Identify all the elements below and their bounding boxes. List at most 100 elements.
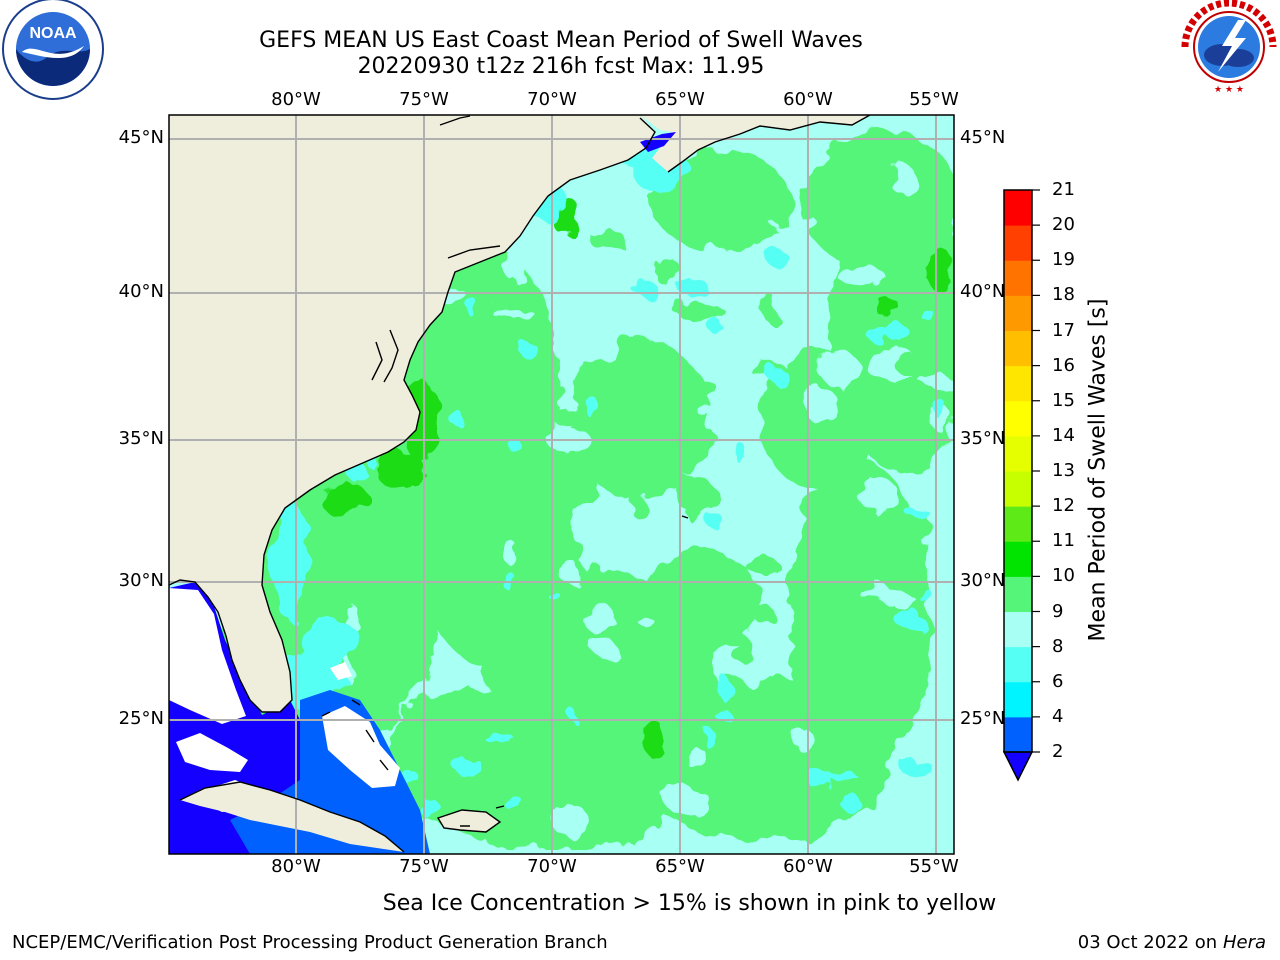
colorbar <box>1002 189 1040 782</box>
swell-patch <box>518 707 532 745</box>
swell-patch <box>683 374 713 397</box>
swell-6-8s-patch <box>702 729 718 748</box>
swell-patch <box>665 787 710 816</box>
swell-patch <box>702 210 733 242</box>
swell-11-12s-patch <box>873 295 897 315</box>
land-hispaniola <box>438 810 500 832</box>
swell-patch <box>802 385 837 423</box>
swell-patch <box>505 250 528 283</box>
swell-10-11s-area <box>570 340 710 500</box>
swell-6-8s-patch <box>582 393 597 415</box>
noaa-logo-text: NOAA <box>29 25 77 42</box>
colorbar-segment <box>1004 681 1032 718</box>
colorbar-tick-label: 17 <box>1052 319 1075 341</box>
swell-6-8s-patch <box>468 298 479 319</box>
swell-6-8s-patch <box>805 770 835 788</box>
swell-patch <box>545 385 568 403</box>
colorbar-segment <box>1004 471 1032 507</box>
swell-6-8s-patch <box>483 731 513 743</box>
swell-6-8s-patch <box>706 513 724 530</box>
swell-patch <box>593 325 617 359</box>
nws-stars: ★ ★ ★ <box>1214 85 1244 95</box>
colorbar-tick-label: 2 <box>1052 741 1064 762</box>
colorbar-tick-label: 18 <box>1052 284 1075 306</box>
lat-label-right-25n: 25°N <box>960 708 1006 729</box>
colorbar-segment <box>1004 506 1032 542</box>
coastlines <box>169 115 871 853</box>
swell-patch <box>397 589 419 626</box>
swell-patch <box>426 653 466 678</box>
swell-10-11s-area <box>790 460 930 780</box>
lon-label-bottom-65w: 65°W <box>655 856 705 877</box>
swell-patch <box>917 372 951 385</box>
colorbar-segment <box>1004 611 1032 648</box>
lat-label-right-45n: 45°N <box>960 127 1006 148</box>
swell-patch <box>910 512 928 539</box>
swell-6-8s-patch <box>905 506 929 518</box>
swell-patch <box>732 634 752 665</box>
lat-label-left-30n: 30°N <box>118 570 164 591</box>
swell-patch <box>560 559 579 585</box>
swell-6-8s-patch <box>448 408 462 426</box>
swell-6-8s-patch <box>521 342 539 361</box>
swell-patch <box>629 493 645 517</box>
swell-6-8s-patch <box>766 365 785 383</box>
swell-patch <box>686 508 702 523</box>
swell-patch <box>696 404 717 416</box>
lon-label-top-75w: 75°W <box>399 89 449 110</box>
bay-of-fundy <box>640 132 676 152</box>
chart-subtitle: 20220930 t12z 216h fcst Max: 11.95 <box>357 54 765 79</box>
colorbar-tick-label: 13 <box>1052 460 1075 481</box>
swell-patch <box>675 303 726 321</box>
lon-label-top-60w: 60°W <box>783 89 833 110</box>
swell-6-8s-patch <box>452 755 481 774</box>
sea-ice-note-text: Sea Ice Concentration > 15% is shown in … <box>382 891 997 916</box>
colorbar-title-text: Mean Period of Swell Waves [s] <box>1085 298 1111 642</box>
swell-patch <box>890 164 917 196</box>
land-cuba <box>180 782 404 852</box>
colorbar-segment <box>1004 576 1032 612</box>
swell-6-8s-patch <box>716 680 737 700</box>
swell-patch <box>740 530 763 546</box>
lat-label-left-25n: 25°N <box>118 708 164 729</box>
swell-6-8s-patch <box>715 708 731 722</box>
swell-6-8s-patch <box>922 309 935 323</box>
swell-6-8s-patch <box>679 278 709 299</box>
footer-machine: Hera <box>1222 932 1266 953</box>
swell-6-8s-patch <box>841 793 861 813</box>
colorbar-segment <box>1004 646 1032 683</box>
lon-label-bottom-60w: 60°W <box>783 856 833 877</box>
swell-11-12s-patch <box>926 248 954 292</box>
colorbar-tick-label: 8 <box>1052 635 1064 657</box>
colorbar-segment <box>1004 190 1032 226</box>
swell-patch <box>753 131 800 164</box>
colorbar-segment <box>1004 716 1032 753</box>
swell-patch <box>745 559 782 576</box>
swell-patch <box>802 500 826 521</box>
lat-label-left-45n: 45°N <box>118 127 164 148</box>
lat-label-left-35n: 35°N <box>118 428 164 449</box>
swell-patch <box>636 613 651 625</box>
swell-10-11s-area <box>640 550 760 650</box>
noaa-logo: NOAA <box>2 0 104 100</box>
swell-patch <box>502 316 516 337</box>
swell-patch <box>683 742 703 767</box>
lon-label-bottom-75w: 75°W <box>399 856 449 877</box>
colorbar-segment <box>1004 295 1032 331</box>
swell-6-8s-patch <box>887 323 910 343</box>
swell-patch <box>504 539 517 566</box>
swell-patch <box>837 268 887 285</box>
swell-patch <box>438 511 476 544</box>
colorbar-tick-label: 9 <box>1052 600 1064 622</box>
colorbar-segment <box>1004 365 1032 402</box>
swell-patch <box>615 350 664 371</box>
swell-6-8s-patch <box>423 798 440 823</box>
lon-label-top-70w: 70°W <box>527 89 577 110</box>
swell-6-8s-patch <box>549 591 561 601</box>
nws-logo: ★ ★ ★ <box>1181 0 1277 95</box>
swell-patch <box>819 351 860 387</box>
lat-label-right-40n: 40°N <box>960 281 1006 302</box>
swell-6-8s-patch <box>565 708 577 719</box>
swell-patch <box>860 477 898 514</box>
